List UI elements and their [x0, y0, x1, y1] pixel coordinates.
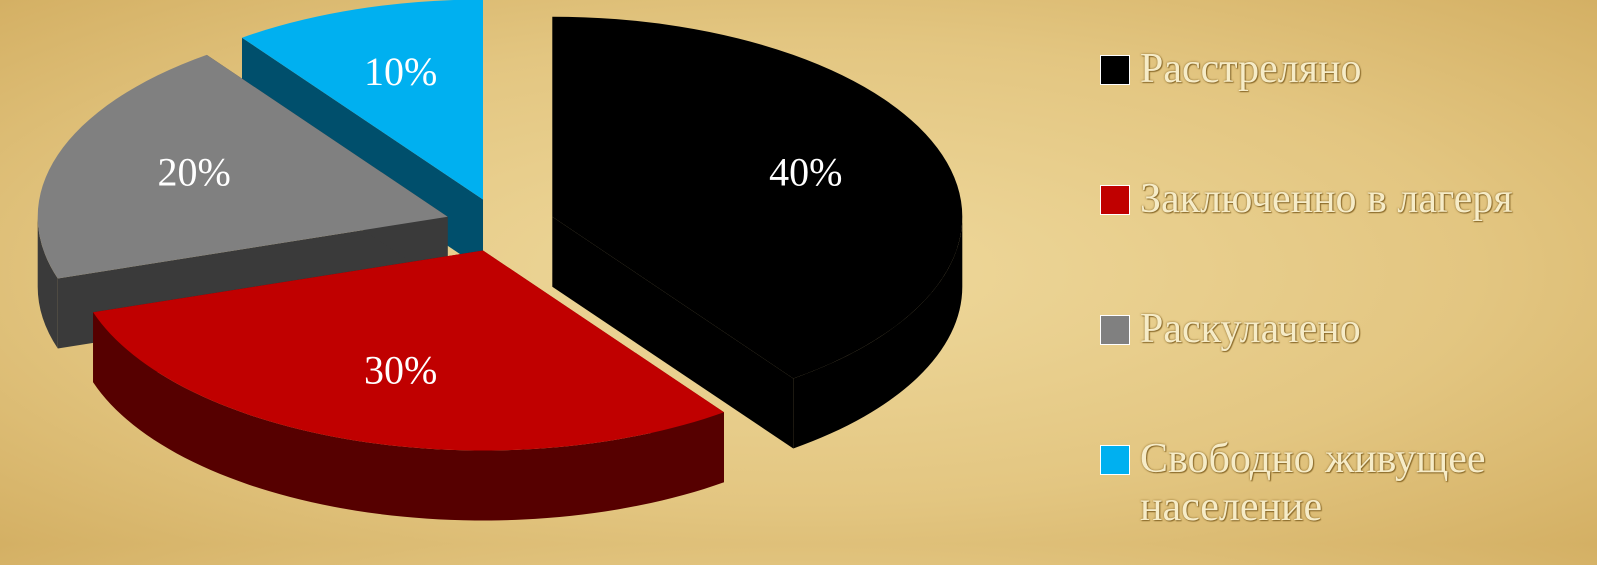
data-label: 30% [364, 347, 437, 392]
legend-item: Заключенно в лагеря [1100, 175, 1580, 305]
data-label: 20% [158, 150, 231, 195]
legend-swatch [1100, 185, 1130, 215]
legend-label: Заключенно в лагеря [1140, 175, 1513, 223]
legend-item: Свободно живущее население [1100, 435, 1580, 565]
page: 40% 30% 20% 10% Расстреляно Заключенно в лаг… [0, 0, 1597, 544]
legend-label: Расстреляно [1140, 45, 1362, 93]
legend-swatch [1100, 315, 1130, 345]
data-label: 40% [769, 150, 842, 195]
legend: Расстреляно Заключенно в лагеря Раскулачен… [1100, 45, 1580, 565]
legend-swatch [1100, 55, 1130, 85]
data-label: 10% [364, 49, 437, 94]
legend-label: Свободно живущее население [1140, 435, 1580, 531]
legend-item: Раскулачено [1100, 305, 1580, 435]
legend-swatch [1100, 445, 1130, 475]
legend-item: Расстреляно [1100, 45, 1580, 175]
legend-label: Раскулачено [1140, 305, 1361, 353]
chart: 40% 30% 20% 10% [0, 0, 1000, 544]
